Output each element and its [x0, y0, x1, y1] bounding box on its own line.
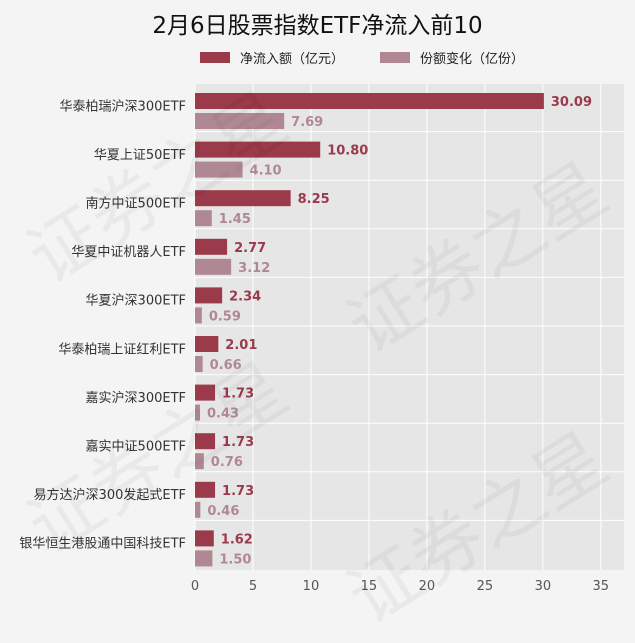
bar-inflow [195, 190, 291, 207]
data-label-share: 0.46 [207, 504, 239, 519]
category-label: 嘉实中证500ETF [86, 440, 186, 455]
bar-share [195, 453, 204, 470]
category-label: 易方达沪深300发起式ETF [34, 487, 186, 503]
data-label-share: 0.76 [211, 455, 243, 470]
bar-inflow [195, 287, 223, 304]
data-label-inflow: 1.73 [222, 435, 254, 450]
bar-share [195, 550, 213, 567]
bar-inflow [195, 384, 216, 401]
data-label-share: 1.50 [219, 552, 251, 567]
x-tick-label: 15 [361, 579, 378, 594]
category-label: 华夏中证机器人ETF [71, 245, 186, 260]
bar-inflow [195, 141, 321, 158]
bar-inflow [195, 93, 544, 109]
bar-share [195, 356, 203, 372]
data-label-share: 7.69 [291, 115, 323, 130]
bar-share [195, 501, 201, 518]
data-label-share: 0.66 [210, 358, 242, 373]
bar-share [195, 161, 243, 178]
category-label: 华夏沪深300ETF [86, 293, 186, 309]
data-label-share: 0.43 [207, 407, 239, 422]
data-label-share: 3.12 [238, 261, 270, 276]
data-label-inflow: 2.34 [229, 289, 261, 304]
legend-swatch-share [380, 52, 411, 63]
data-label-inflow: 10.80 [327, 144, 368, 159]
x-tick-label: 20 [419, 579, 436, 594]
x-tick-label: 10 [303, 579, 320, 594]
x-tick-label: 30 [535, 579, 552, 594]
bar-share [195, 258, 232, 275]
legend-label-inflow: 净流入额（亿元） [240, 52, 345, 67]
bar-share [195, 307, 202, 324]
legend-label-share: 份额变化（亿份） [420, 52, 525, 67]
data-label-inflow: 1.73 [222, 484, 254, 499]
category-label: 华夏上证50ETF [94, 148, 186, 163]
data-label-inflow: 1.62 [221, 532, 253, 547]
legend-item-inflow: 净流入额（亿元） [200, 48, 344, 67]
x-tick-label: 35 [593, 579, 610, 594]
x-tick-label: 0 [191, 579, 199, 594]
data-label-share: 1.45 [219, 212, 251, 227]
bar-share [195, 404, 200, 421]
bar-inflow [195, 530, 214, 547]
category-label: 华泰柏瑞沪深300ETF [60, 98, 186, 114]
plot-area [195, 84, 624, 570]
data-label-share: 0.59 [209, 309, 241, 324]
data-label-inflow: 1.73 [222, 387, 254, 402]
data-label-inflow: 30.09 [551, 95, 592, 110]
data-label-share: 4.10 [250, 164, 282, 179]
category-label: 华泰柏瑞上证红利ETF [58, 341, 186, 357]
bar-inflow [195, 433, 216, 450]
category-label: 银华恒生港股通中国科技ETF [19, 537, 186, 552]
legend: 净流入额（亿元） 份额变化（亿份） [200, 48, 524, 67]
legend-swatch-inflow [200, 52, 230, 63]
bar-chart: 0 5 10 15 20 25 30 35 华泰柏瑞沪深300ETF 30.09 7.69 华夏上证5… [19, 84, 624, 594]
chart-title: 2月6日股票指数ETF净流入前10 [152, 13, 483, 39]
x-tick-label: 5 [249, 579, 257, 594]
bar-share [195, 210, 212, 227]
data-label-inflow: 2.01 [225, 338, 257, 353]
bar-inflow [195, 481, 216, 498]
bar-inflow [195, 238, 228, 255]
data-label-inflow: 2.77 [234, 241, 266, 256]
bar-inflow [195, 336, 219, 352]
x-tick-label: 25 [477, 579, 494, 594]
category-label: 嘉实沪深300ETF [86, 390, 186, 406]
bar-share [195, 113, 285, 129]
category-label: 南方中证500ETF [86, 196, 186, 212]
legend-item-share: 份额变化（亿份） [380, 48, 524, 67]
data-label-inflow: 8.25 [298, 192, 330, 207]
